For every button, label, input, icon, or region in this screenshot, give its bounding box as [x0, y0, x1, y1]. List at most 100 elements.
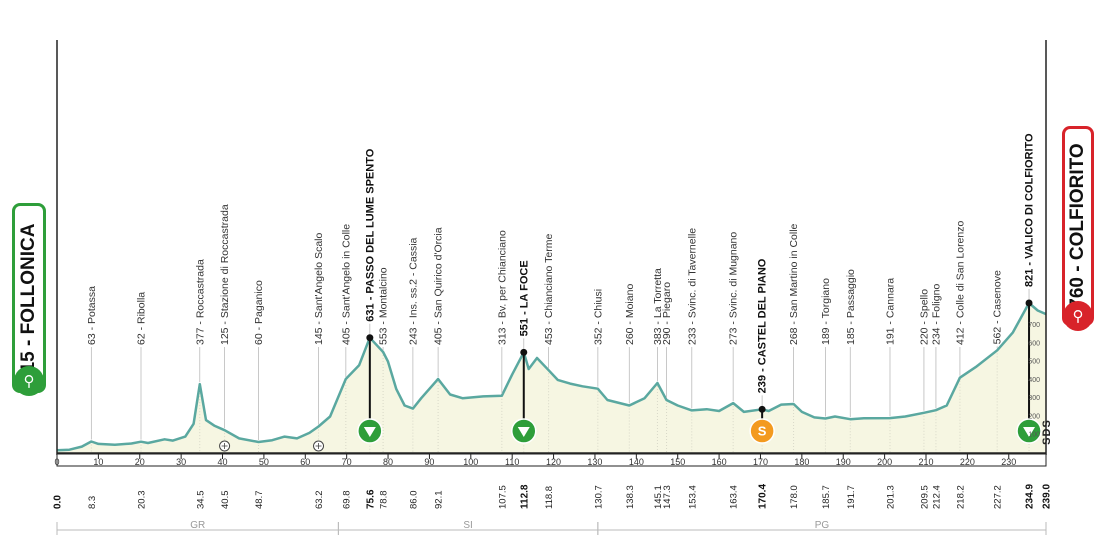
scale-label: 700: [1028, 322, 1040, 329]
km-tick-label: 180: [794, 457, 809, 467]
waypoint-label: 383 - La Torretta: [652, 268, 664, 345]
waypoint-km: 112.8: [519, 484, 530, 509]
gpm-triangle-icon: [363, 427, 376, 437]
km-tick-label: 110: [505, 457, 519, 467]
waypoint-label: 60 - Paganico: [253, 280, 265, 345]
waypoint-km: 201.3: [885, 485, 896, 509]
waypoint-km: 209.5: [919, 485, 930, 509]
waypoint-km: 218.2: [955, 485, 966, 509]
waypoint-label: 234 - Foligno: [930, 284, 942, 345]
waypoint-km: 153.4: [687, 485, 698, 509]
km-tick-label: 30: [176, 457, 186, 467]
waypoint-km: 178.0: [789, 485, 800, 509]
waypoint-label: 220 - Spello: [918, 289, 930, 345]
marker-dot: [758, 405, 766, 413]
km-tick-label: 100: [463, 457, 478, 467]
scale-label: 300: [1028, 395, 1040, 402]
km-tick-label: 200: [877, 457, 892, 467]
km-tick-label: 210: [918, 457, 933, 467]
region-label: GR: [190, 520, 205, 531]
waypoint-km: 40.5: [220, 491, 231, 510]
waypoint-km: 63.2: [314, 491, 325, 510]
waypoint-label: 377 - Roccastrada: [194, 259, 206, 345]
waypoint-label: 63 - Potassa: [86, 286, 98, 345]
finish-name: 760 - COLFIORITO: [1067, 143, 1088, 309]
km-tick-label: 10: [93, 457, 103, 467]
waypoint-km: 75.6: [365, 489, 376, 509]
waypoint-km: 78.8: [379, 491, 390, 510]
waypoint-km: 34.5: [195, 491, 206, 510]
start-badge: 15 - FOLLONICA: [12, 203, 46, 393]
marker-dot: [366, 334, 374, 342]
waypoint-km: 92.1: [434, 491, 445, 510]
waypoint-label: 191 - Cannara: [884, 278, 896, 345]
waypoint-km: 130.7: [593, 485, 604, 509]
km-tick-label: 120: [546, 457, 561, 467]
waypoint-label: 239 - CASTEL DEL PIANO: [757, 258, 769, 393]
waypoint-km: 185.7: [821, 485, 832, 509]
waypoint-label: 405 - Sant'Angelo in Colle: [340, 224, 352, 345]
waypoint-label: 562 - Casenove: [992, 270, 1004, 344]
km-tick-label: 170: [753, 457, 768, 467]
km-tick-label: 160: [712, 457, 727, 467]
km-axis-bar: [56, 453, 1047, 467]
sprint-icon-letter: S: [758, 424, 767, 439]
gpm-triangle-icon: [1023, 427, 1036, 437]
km-tick-label: 230: [1001, 457, 1016, 467]
km-tick-label: 150: [670, 457, 685, 467]
finish-badge: 760 - COLFIORITO: [1062, 126, 1094, 326]
waypoint-km: 8.3: [87, 496, 98, 509]
waypoint-km: 145.1: [653, 485, 664, 509]
sprint-icon: [749, 418, 775, 444]
profile-fill: [57, 303, 1046, 453]
km-tick-label: 190: [836, 457, 851, 467]
waypoint-label: 412 - Colle di San Lorenzo: [954, 221, 966, 345]
marker-dot: [1025, 299, 1033, 307]
km-tick-label: 140: [629, 457, 644, 467]
start-bike-icon: ⚲: [14, 366, 44, 396]
waypoint-label: 233 - Svinc. di Tavernelle: [686, 228, 698, 345]
waypoint-km: 239.0: [1042, 484, 1053, 509]
waypoint-km: 86.0: [408, 491, 419, 510]
waypoint-label: 631 - PASSO DEL LUME SPENTO: [364, 148, 376, 321]
waypoint-label: 405 - San Quirico d'Orcia: [433, 227, 445, 345]
waypoint-label: 313 - Bv. per Chianciano: [496, 230, 508, 345]
waypoint-km: 170.4: [758, 484, 769, 509]
waypoint-label: 453 - Chianciano Terme: [543, 234, 555, 345]
scale-label: 600: [1028, 340, 1040, 347]
waypoint-label: 260 - Moiano: [624, 284, 636, 345]
gpm-triangle-icon: [517, 427, 530, 437]
waypoint-label: 185 - Passaggio: [845, 269, 857, 345]
km-tick-label: 20: [135, 457, 145, 467]
waypoint-label: 125 - Stazione di Roccastrada: [219, 204, 231, 345]
waypoint-label: 290 - Piegaro: [661, 282, 673, 345]
finish-bike-icon: ⚲: [1063, 301, 1093, 331]
waypoint-label: 145 - Sant'Angelo Scalo: [313, 233, 325, 345]
sds-label: SDS: [1040, 419, 1053, 445]
waypoint-label: 243 - Ins. ss.2 - Cassia: [407, 237, 419, 345]
waypoint-km: 69.8: [341, 491, 352, 510]
km-tick-label: 130: [587, 457, 602, 467]
waypoint-km: 163.4: [729, 485, 740, 509]
km-tick-label: 60: [300, 457, 310, 467]
waypoint-km: 234.9: [1025, 484, 1036, 509]
km-tick-label: 80: [383, 457, 393, 467]
start-name: 15 - FOLLONICA: [18, 223, 39, 373]
waypoint-km: 107.5: [497, 485, 508, 509]
waypoint-km: 191.7: [846, 485, 857, 509]
km-tick-label: 50: [259, 457, 269, 467]
waypoint-km: 118.8: [544, 486, 555, 509]
region-label: SI: [463, 520, 472, 531]
waypoint-km: 227.2: [993, 485, 1004, 509]
waypoint-label: 268 - San Martino in Colle: [788, 223, 800, 345]
waypoint-km: 147.3: [662, 485, 673, 509]
waypoint-km: 20.3: [137, 491, 148, 510]
scale-label: 400: [1028, 377, 1040, 384]
marker-dot: [520, 348, 528, 356]
waypoint-label: 551 - LA FOCE: [518, 260, 530, 336]
waypoint-label: 189 - Torgiano: [820, 278, 832, 345]
waypoint-km: 138.3: [625, 485, 636, 509]
waypoint-label: 62 - Ribolla: [136, 292, 148, 345]
